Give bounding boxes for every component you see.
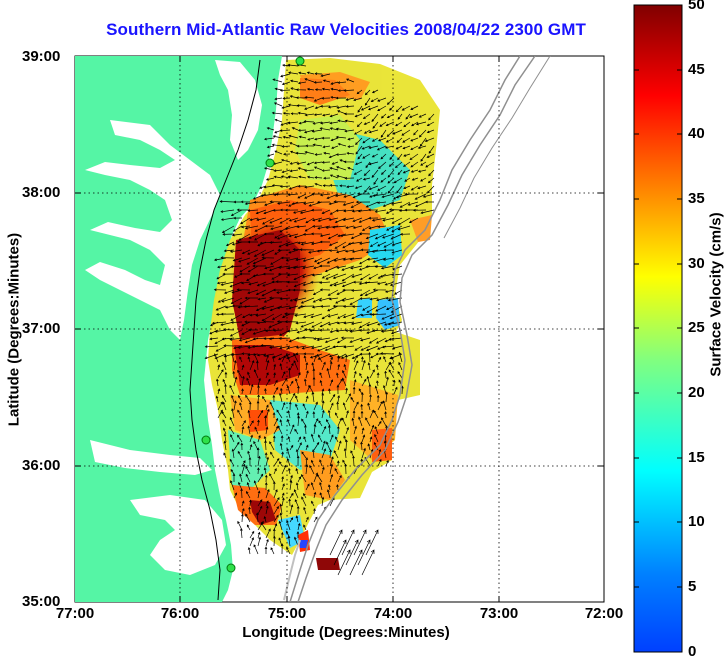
colorbar	[634, 5, 682, 652]
colorbar-tick-label: 20	[688, 384, 705, 401]
y-tick-label: 38:00	[22, 184, 70, 201]
x-tick-label: 75:00	[257, 605, 317, 622]
colorbar-tick-label: 0	[688, 643, 696, 660]
x-axis-label: Longitude (Degrees:Minutes)	[196, 624, 496, 641]
y-tick-label: 39:00	[22, 48, 70, 65]
radar-site-marker	[266, 159, 274, 167]
radar-site-marker	[296, 57, 304, 65]
colorbar-tick-label: 5	[688, 578, 696, 595]
colorbar-tick-label: 40	[688, 125, 705, 142]
y-axis-label: Latitude (Degrees:Minutes)	[6, 200, 23, 460]
colorbar-tick-label: 35	[688, 190, 705, 207]
x-tick-label: 74:00	[363, 605, 423, 622]
colorbar-tick-label: 45	[688, 61, 705, 78]
colorbar-tick-label: 30	[688, 255, 705, 272]
x-tick-label: 76:00	[150, 605, 210, 622]
colorbar-tick-label: 50	[688, 0, 705, 13]
x-tick-label: 77:00	[45, 605, 105, 622]
radar-site-marker	[227, 564, 235, 572]
colorbar-tick-label: 10	[688, 513, 705, 530]
x-tick-label: 72:00	[574, 605, 634, 622]
y-tick-label: 36:00	[22, 457, 70, 474]
colorbar-tick-label: 15	[688, 449, 705, 466]
colorbar-tick-label: 25	[688, 319, 705, 336]
radar-site-marker	[202, 436, 210, 444]
colorbar-label: Surface Velocity (cm/s)	[708, 175, 724, 415]
x-tick-label: 73:00	[469, 605, 529, 622]
y-tick-label: 37:00	[22, 320, 70, 337]
